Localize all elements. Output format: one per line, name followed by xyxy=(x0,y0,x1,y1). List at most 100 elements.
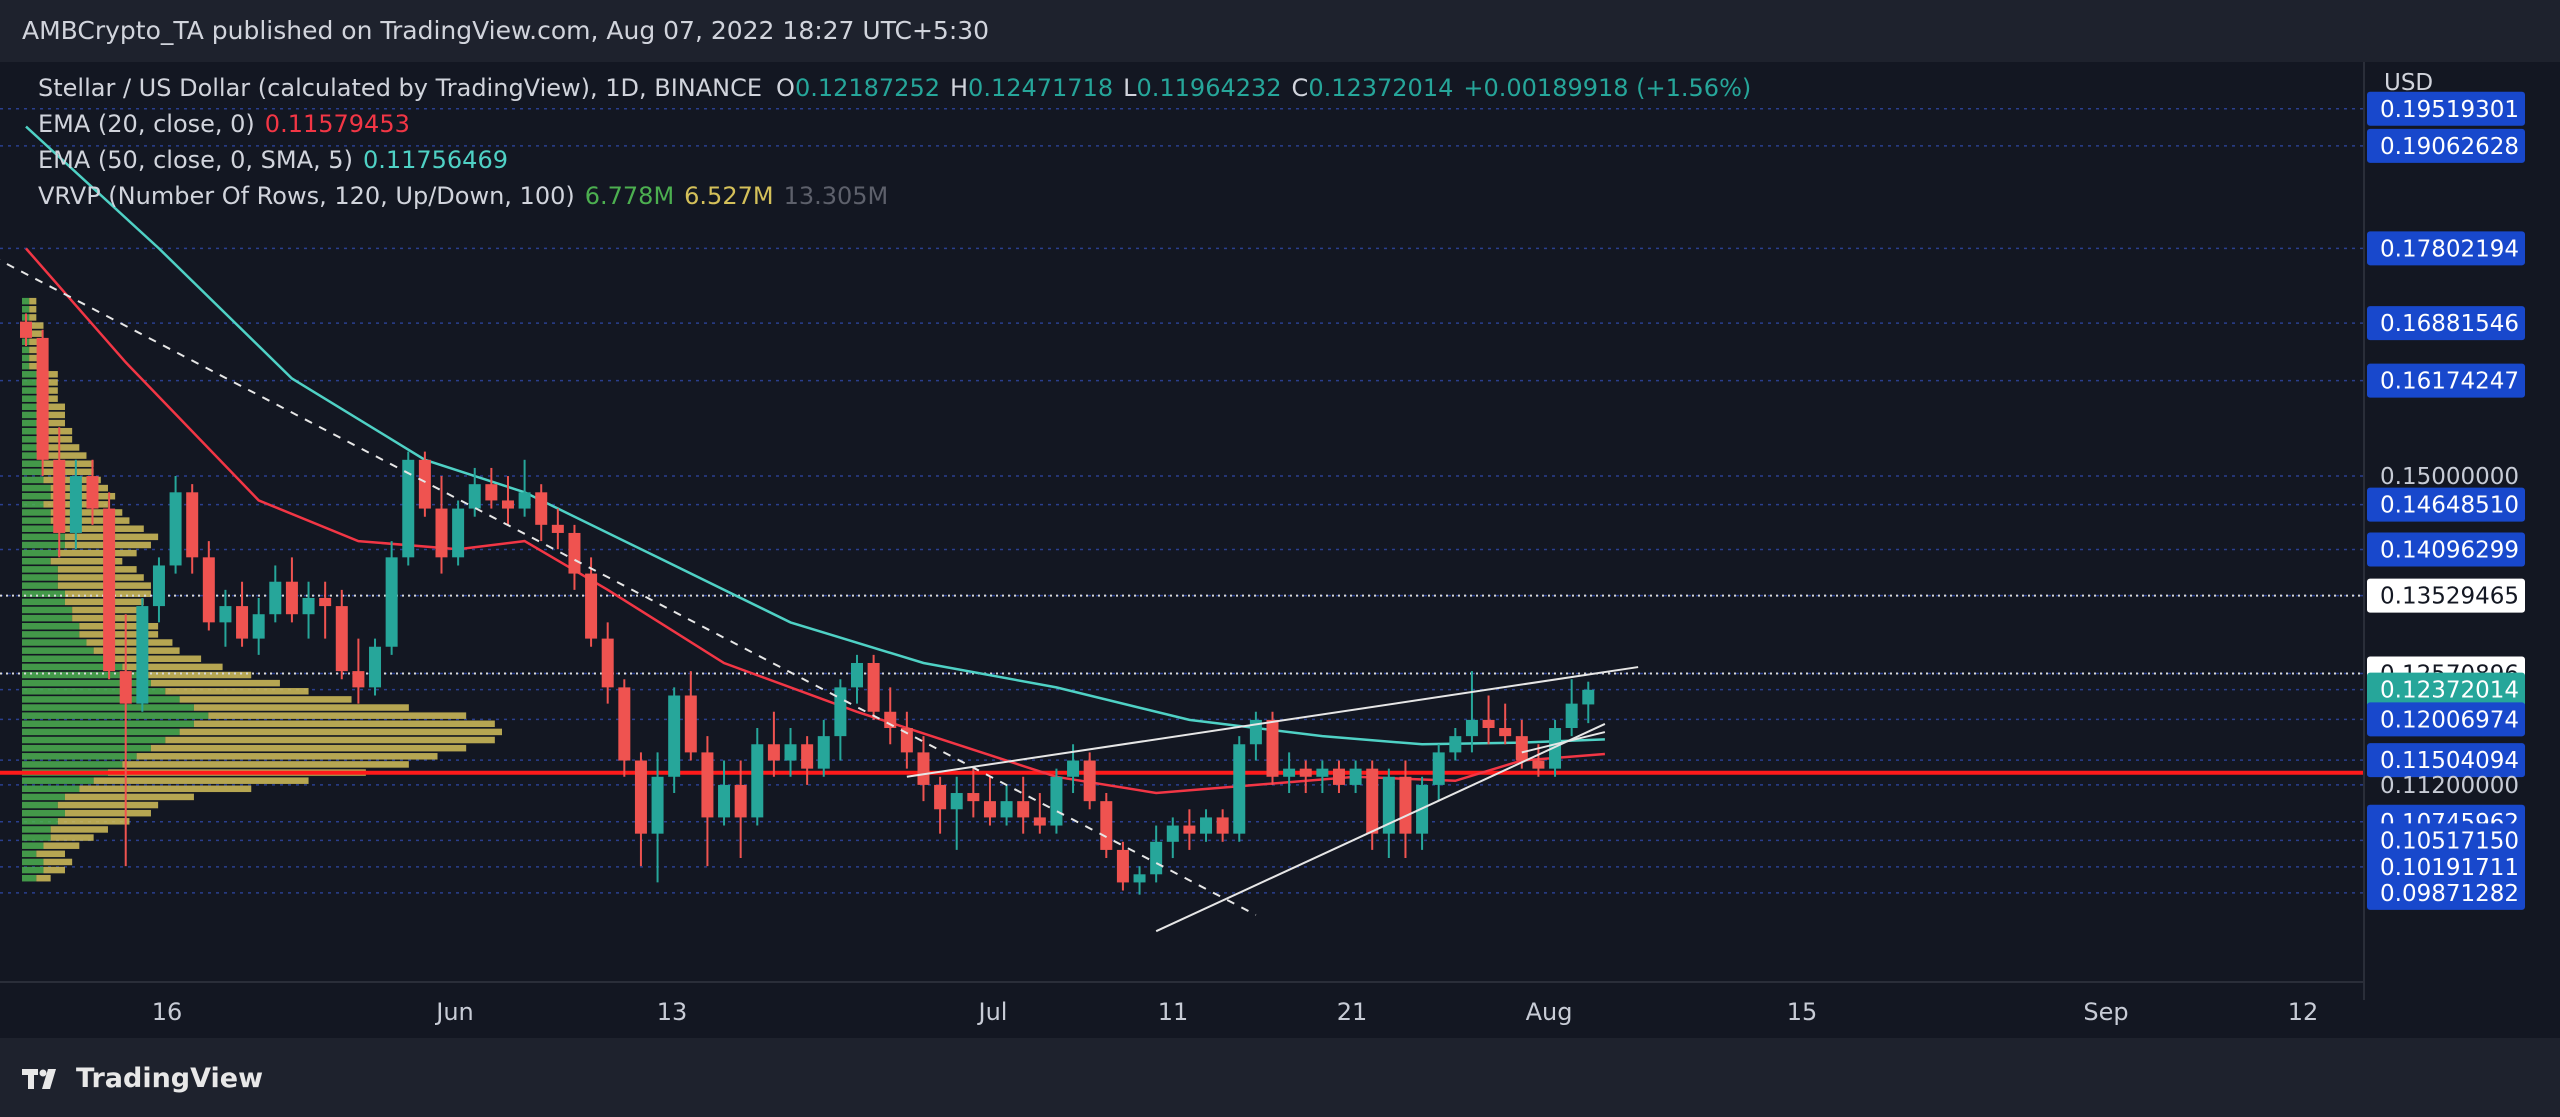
volume-bar-up xyxy=(22,557,51,565)
volume-bar-down xyxy=(29,314,37,321)
candle-body xyxy=(983,801,996,818)
candle-body xyxy=(1150,841,1163,875)
candle xyxy=(950,776,963,850)
candle-body xyxy=(1033,817,1046,826)
candle-body xyxy=(851,662,863,688)
candles[interactable] xyxy=(20,313,1595,895)
candle xyxy=(983,776,996,826)
candle-body xyxy=(1050,776,1063,826)
candle-body xyxy=(119,671,132,704)
time-tick-label: Jul xyxy=(977,998,1008,1026)
chart[interactable]: 0.19519301 0.19062628 0.17802194 0.16881546… xyxy=(0,0,2560,1038)
candle-body xyxy=(202,557,215,623)
price-label: 0.19062628 xyxy=(2367,128,2525,163)
candle xyxy=(1332,760,1345,794)
volume-bar-up xyxy=(22,306,30,313)
candle-body xyxy=(1233,744,1246,834)
volume-bar-up xyxy=(22,533,65,541)
candle xyxy=(967,768,980,818)
tradingview-logo-icon xyxy=(22,1068,56,1089)
candle-body xyxy=(452,508,465,558)
candle-body xyxy=(801,744,814,769)
volume-bar-up xyxy=(22,639,87,646)
price-label: 0.14648510 xyxy=(2367,487,2525,522)
candle-body xyxy=(651,776,664,834)
volume-bar-down xyxy=(136,753,438,760)
candle-body xyxy=(784,744,797,761)
volume-bar-up xyxy=(22,387,37,394)
candle-body xyxy=(535,492,548,525)
candle-body xyxy=(568,532,581,574)
candle xyxy=(20,313,32,347)
candle xyxy=(136,597,149,712)
candle-body xyxy=(302,597,315,615)
candle-body xyxy=(1432,752,1445,785)
candle-body xyxy=(518,492,531,509)
candle-body xyxy=(352,671,365,688)
candle xyxy=(817,719,830,777)
price-label: 0.16881546 xyxy=(2367,306,2525,341)
price-label: 0.14096299 xyxy=(2367,532,2525,567)
candle-body xyxy=(369,646,382,688)
volume-bar-up xyxy=(22,623,80,630)
volume-bar-down xyxy=(79,631,159,638)
time-tick-label: 12 xyxy=(2288,998,2319,1026)
candle xyxy=(468,467,481,517)
volume-bar-down xyxy=(150,744,467,752)
legend-ema50-line[interactable]: EMA (50, close, 0, SMA, 5) 0.11756469 xyxy=(38,146,518,174)
legend-ema20-line[interactable]: EMA (20, close, 0) 0.11579453 xyxy=(38,110,420,138)
trendlines[interactable] xyxy=(0,257,1639,933)
candle xyxy=(385,541,398,655)
candle xyxy=(103,492,116,680)
candle-body xyxy=(269,581,282,615)
brand-name: TradingView xyxy=(76,1063,264,1094)
volume-bar-down xyxy=(29,338,44,346)
price-label-text: 0.12372014 xyxy=(2380,678,2519,704)
candle-body xyxy=(1216,817,1229,834)
volume-bar-up xyxy=(22,476,44,484)
volume-bar-up xyxy=(22,297,30,305)
candle xyxy=(634,752,647,867)
candle xyxy=(585,557,598,647)
candle xyxy=(701,736,714,867)
volume-bar-down xyxy=(57,801,159,809)
volume-bar-up xyxy=(22,419,37,427)
tradingview-brand[interactable]: TradingView xyxy=(22,1063,263,1094)
legend-low: 0.11964232 xyxy=(1136,74,1282,102)
legend-vrvp-line[interactable]: VRVP (Number Of Rows, 120, Up/Down, 100)… xyxy=(38,182,898,210)
legend-open: 0.12187252 xyxy=(794,74,940,102)
legend-open-label: O xyxy=(776,74,795,102)
price-label-bg xyxy=(2367,363,2525,398)
volume-bar-down xyxy=(29,306,37,313)
candle-body xyxy=(69,476,82,533)
candle xyxy=(202,541,215,631)
candle-body xyxy=(252,614,265,639)
volume-bar-up xyxy=(22,395,37,402)
candle-body xyxy=(634,760,647,834)
candle xyxy=(518,459,531,517)
candle-body xyxy=(1382,776,1395,834)
candle-body xyxy=(884,711,897,729)
volume-bar-up xyxy=(22,614,73,622)
volume-bar-up xyxy=(22,809,65,817)
volume-bar-down xyxy=(50,517,130,524)
candle xyxy=(618,679,631,777)
candle-body xyxy=(36,337,49,460)
candle-body xyxy=(53,459,66,533)
candle xyxy=(884,687,897,745)
legend-symbol-line: Stellar / US Dollar (calculated by Tradi… xyxy=(38,74,1761,102)
volume-bar-up xyxy=(22,574,58,581)
candle-body xyxy=(751,744,764,818)
price-label-bg xyxy=(2367,743,2525,778)
candle xyxy=(186,484,199,574)
candle xyxy=(1499,703,1512,745)
candle-body xyxy=(1366,768,1379,834)
candle xyxy=(734,760,747,859)
candle xyxy=(1449,728,1462,761)
time-tick-label: 11 xyxy=(1158,998,1189,1026)
volume-bar-up xyxy=(22,850,37,858)
candle-body xyxy=(967,793,980,802)
header-bar xyxy=(0,0,2560,62)
candle-body xyxy=(152,565,165,607)
volume-bar-up xyxy=(22,679,151,687)
